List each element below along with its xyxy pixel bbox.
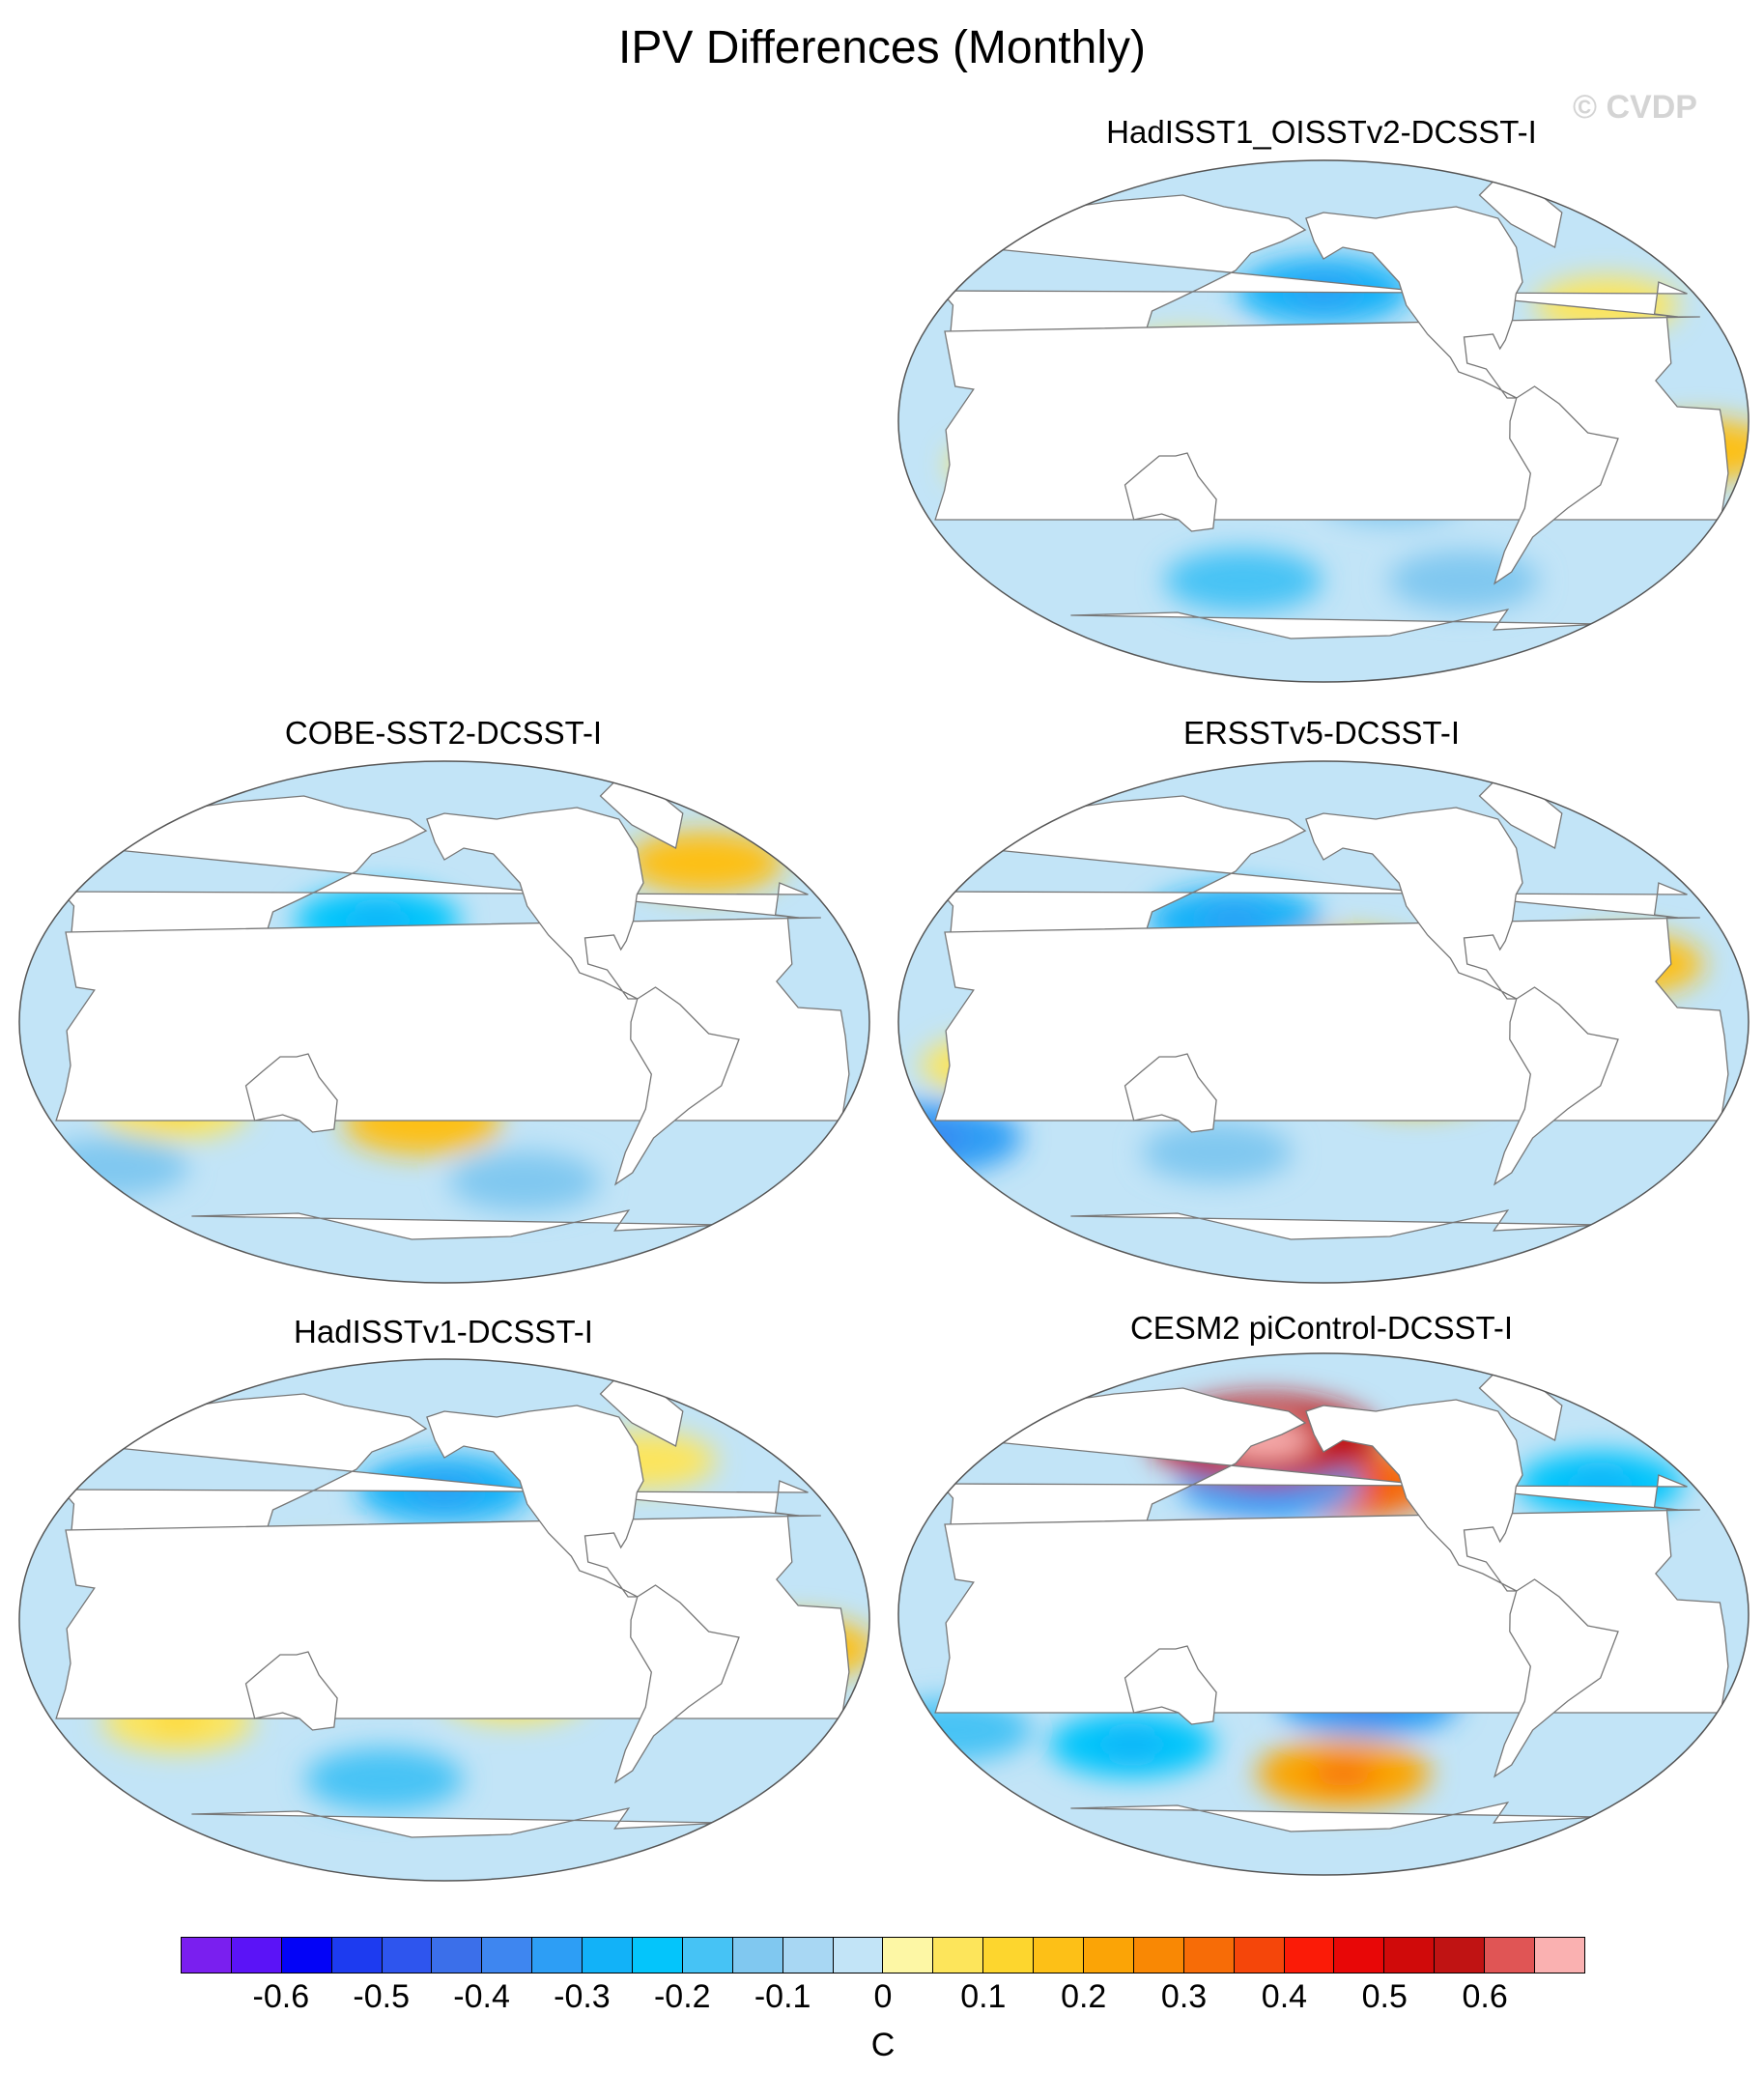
anomaly-core <box>898 1123 967 1152</box>
colorbar-swatch-20 <box>1183 1938 1235 1973</box>
colorbar <box>181 1937 1585 1974</box>
colorbar-swatch-24 <box>1384 1938 1436 1973</box>
colorbar-tick-label: 0.4 <box>1261 1978 1308 2015</box>
anomaly-core <box>1099 1731 1164 1758</box>
colorbar-tick-label: -0.1 <box>754 1978 811 2015</box>
land-australia <box>1124 1053 1217 1133</box>
colorbar-swatch-26 <box>1485 1938 1536 1973</box>
colorbar-swatch-14 <box>883 1938 934 1973</box>
panel-title-hadisstv1: HadISSTv1-DCSST-I <box>294 1314 593 1349</box>
land-samerica <box>1493 385 1619 585</box>
colorbar-tick-label: -0.3 <box>554 1978 611 2015</box>
colorbar-tick-label: -0.6 <box>252 1978 310 2015</box>
colorbar-tick-label: 0.2 <box>1061 1978 1107 2015</box>
anomaly-core <box>1188 1141 1245 1164</box>
map-border <box>897 159 1750 683</box>
map-panel-hadisstv1 <box>18 1358 870 1882</box>
colorbar-tick-label: 0.6 <box>1462 1978 1508 2015</box>
colorbar-swatch-23 <box>1334 1938 1385 1973</box>
map-border <box>18 760 870 1284</box>
anomaly-core <box>1436 569 1493 592</box>
land-africa <box>934 1509 1729 1714</box>
colorbar-swatch-18 <box>1084 1938 1134 1973</box>
anomaly-core <box>85 1155 142 1178</box>
anomaly-core <box>1309 1760 1378 1787</box>
colorbar-swatch-27 <box>1535 1938 1584 1973</box>
land-samerica <box>1493 986 1619 1186</box>
anomaly-core <box>923 1718 983 1743</box>
land-samerica <box>1493 1578 1619 1778</box>
land-namerica <box>1305 1399 1523 1592</box>
land-namerica <box>1305 807 1523 1000</box>
colorbar-swatch-22 <box>1284 1938 1335 1973</box>
colorbar-swatch-4 <box>382 1938 433 1973</box>
colorbar-tick-label: 0 <box>873 1978 893 2015</box>
land-namerica <box>1305 206 1523 399</box>
colorbar-swatch-16 <box>983 1938 1035 1973</box>
colorbar-swatch-19 <box>1133 1938 1184 1973</box>
colorbar-swatch-3 <box>331 1938 383 1973</box>
map-panel-ersstv5 <box>897 760 1750 1284</box>
colorbar-unit-label: C <box>870 2027 896 2063</box>
land-africa <box>934 917 1729 1122</box>
land-africa <box>55 1515 850 1719</box>
land-africa <box>55 917 850 1122</box>
anomaly-core <box>497 1170 553 1193</box>
colorbar-swatch-9 <box>633 1938 683 1973</box>
colorbar-tick-label: -0.4 <box>453 1978 510 2015</box>
anomaly-core <box>674 850 735 875</box>
colorbar-swatch-5 <box>432 1938 483 1973</box>
colorbar-swatch-10 <box>682 1938 733 1973</box>
land-australia <box>244 1651 338 1731</box>
panel-title-cobe-sst2: COBE-SST2-DCSST-I <box>284 715 603 751</box>
panel-title-ersstv5: ERSSTv5-DCSST-I <box>1182 715 1461 751</box>
figure-title: IPV Differences (Monthly) <box>618 22 1146 73</box>
colorbar-swatch-11 <box>732 1938 783 1973</box>
map-border <box>897 760 1750 1284</box>
map-panel-cobe-sst2 <box>18 760 870 1284</box>
land-australia <box>1124 452 1217 532</box>
colorbar-tick-label: 0.1 <box>960 1978 1007 2015</box>
land-australia <box>1124 1645 1217 1725</box>
anomaly-core <box>354 1767 414 1792</box>
cvdp-watermark: © CVDP <box>1573 89 1697 126</box>
colorbar-swatch-17 <box>1034 1938 1085 1973</box>
colorbar-swatch-6 <box>482 1938 533 1973</box>
land-namerica <box>426 1405 644 1598</box>
map-panel-hadisst1-oisstv2 <box>897 159 1750 683</box>
colorbar-swatch-1 <box>231 1938 282 1973</box>
colorbar-tick-label: -0.5 <box>353 1978 410 2015</box>
colorbar-tick-label: -0.2 <box>653 1978 711 2015</box>
colorbar-swatch-2 <box>281 1938 332 1973</box>
colorbar-swatch-7 <box>532 1938 583 1973</box>
land-africa <box>934 316 1729 521</box>
colorbar-tick-label: 0.3 <box>1160 1978 1208 2015</box>
land-samerica <box>613 986 740 1186</box>
colorbar-tick-label: 0.5 <box>1361 1978 1408 2015</box>
colorbar-swatch-13 <box>833 1938 884 1973</box>
panel-title-cesm2-picontrol: CESM2 piControl-DCSST-I <box>1129 1310 1514 1346</box>
map-panel-cesm2-picontrol <box>897 1352 1750 1876</box>
colorbar-swatch-12 <box>782 1938 834 1973</box>
colorbar-swatch-25 <box>1435 1938 1486 1973</box>
land-australia <box>244 1053 338 1133</box>
colorbar-swatch-0 <box>182 1938 232 1973</box>
land-namerica <box>426 807 644 1000</box>
panel-title-hadisst1-oisstv2: HadISST1_OISSTv2-DCSST-I <box>1106 114 1537 150</box>
anomaly-core <box>1213 568 1273 593</box>
map-border <box>897 1352 1750 1876</box>
colorbar-swatch-8 <box>583 1938 634 1973</box>
map-border <box>18 1358 870 1882</box>
land-samerica <box>613 1584 740 1784</box>
colorbar-swatch-21 <box>1234 1938 1285 1973</box>
colorbar-swatch-15 <box>933 1938 984 1973</box>
